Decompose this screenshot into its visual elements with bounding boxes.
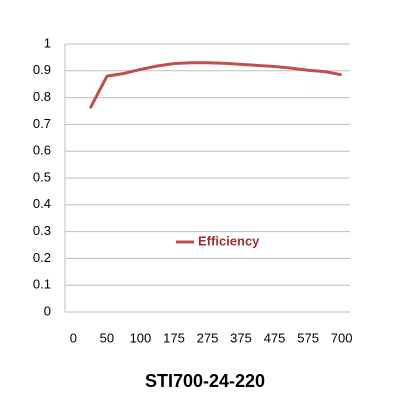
chart-title: STI700-24-220	[145, 371, 265, 391]
x-tick-label: 575	[297, 330, 319, 345]
y-tick-label: 0.4	[33, 196, 51, 211]
legend-label: Efficiency	[198, 233, 260, 248]
y-tick-label: 1	[44, 35, 51, 50]
x-tick-label: 700	[331, 330, 353, 345]
x-tick-label: 275	[197, 330, 219, 345]
x-tick-label: 50	[100, 330, 114, 345]
x-tick-label: 375	[230, 330, 252, 345]
x-tick-label: 0	[70, 330, 77, 345]
x-tick-label: 100	[130, 330, 152, 345]
x-tick-label: 475	[264, 330, 286, 345]
y-tick-label: 0	[44, 303, 51, 318]
y-tick-label: 0.8	[33, 89, 51, 104]
y-tick-label: 0.5	[33, 169, 51, 184]
y-tick-label: 0.1	[33, 277, 51, 292]
y-tick-label: 0.9	[33, 62, 51, 77]
y-tick-label: 0.7	[33, 116, 51, 131]
y-tick-label: 0.6	[33, 143, 51, 158]
x-tick-label: 175	[163, 330, 185, 345]
y-tick-label: 0.3	[33, 223, 51, 238]
y-tick-label: 0.2	[33, 250, 51, 265]
data-line	[88, 61, 342, 110]
